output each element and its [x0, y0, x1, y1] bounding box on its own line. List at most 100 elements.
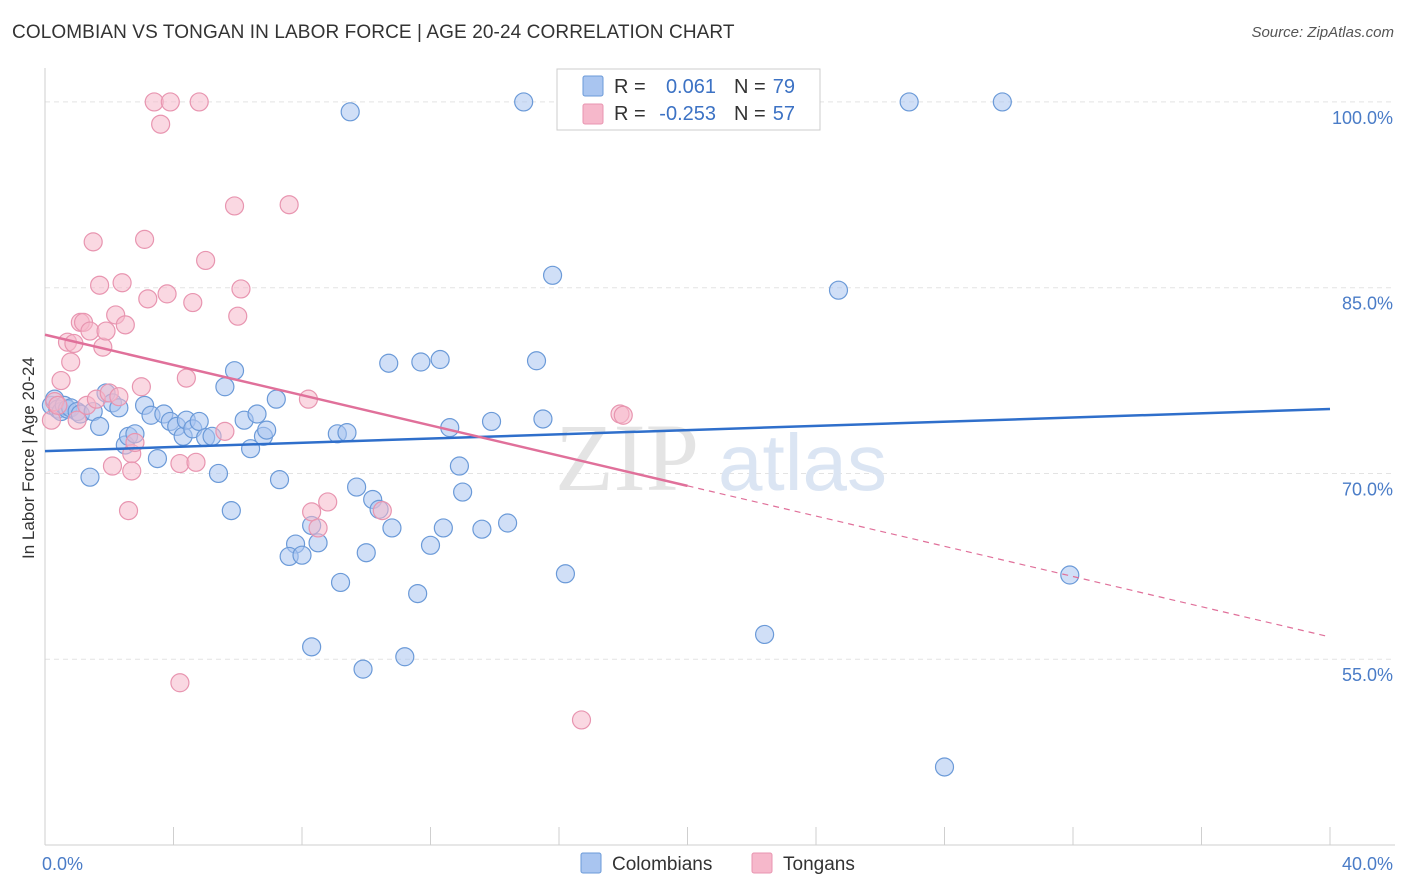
series-tongans-points	[41, 92, 633, 730]
tongan-point-49	[318, 492, 338, 512]
x-tick-label-1: 40.0%	[1342, 854, 1393, 874]
tongan-point-47	[302, 502, 322, 522]
colombian-point-61	[420, 535, 441, 555]
colombian-point-79	[934, 757, 955, 777]
colombian-point-80	[992, 92, 1012, 112]
tongan-point-37	[183, 292, 203, 313]
legend-n-label-1: N =	[734, 76, 766, 98]
axes	[44, 68, 1395, 846]
colombian-point-77	[828, 280, 849, 300]
tongan-point-25	[122, 461, 142, 481]
colombian-point-69	[498, 513, 518, 533]
tongan-point-40	[196, 250, 216, 271]
tongan-point-12	[83, 232, 103, 252]
colombian-point-76	[754, 624, 775, 645]
tongan-point-45	[279, 195, 299, 215]
tongan-point-7	[67, 410, 87, 430]
tongan-point-35	[170, 673, 190, 693]
y-axis-label: In Labor Force | Age 20-24	[19, 357, 38, 559]
y-tick-label-1: 70.0%	[1342, 479, 1393, 499]
tongan-point-28	[134, 229, 155, 249]
tongan-point-27	[131, 377, 151, 397]
colombian-point-27	[189, 411, 209, 432]
colombian-point-78	[899, 92, 919, 112]
tongan-point-34	[170, 453, 190, 474]
colombian-point-31	[215, 377, 235, 397]
colombian-point-58	[395, 647, 415, 667]
colombian-point-67	[472, 519, 492, 539]
colombian-point-66	[453, 482, 473, 502]
colombian-trendline	[44, 407, 1331, 453]
colombian-point-30	[208, 463, 229, 484]
colombian-point-49	[337, 422, 357, 443]
chart-title: COLOMBIAN VS TONGAN IN LABOR FORCE | AGE…	[12, 22, 735, 43]
tongan-point-11	[80, 321, 100, 341]
tongan-point-32	[157, 284, 177, 304]
colombian-point-68	[481, 411, 502, 432]
y-tick-label-2: 85.0%	[1342, 294, 1393, 314]
colombian-point-45	[302, 637, 322, 657]
colombian-point-43	[292, 545, 312, 565]
tongan-point-20	[109, 387, 129, 407]
bottom-legend-swatch-tongans	[751, 852, 773, 874]
source-credit: Source: ZipAtlas.com	[1251, 24, 1394, 41]
colombian-point-53	[356, 543, 376, 563]
colombian-point-56	[379, 353, 399, 373]
grid-lines	[45, 101, 1395, 660]
colombian-point-32	[221, 501, 241, 521]
watermark: ZIP atlas	[555, 404, 887, 511]
colombian-point-11	[90, 416, 110, 436]
legend-n-label-2: N =	[734, 103, 766, 125]
legend-r-label-2: R =	[614, 103, 646, 125]
x-tick-label-0: 0.0%	[42, 854, 83, 874]
tongan-point-42	[224, 196, 245, 216]
tongan-point-18	[102, 456, 123, 476]
legend-r-value-tongans: -0.253	[659, 103, 716, 125]
tongan-point-38	[189, 92, 209, 112]
y-tick-label-0: 55.0%	[1342, 665, 1393, 685]
tongan-point-39	[186, 452, 206, 472]
tongan-point-44	[231, 279, 251, 299]
colombian-point-62	[430, 349, 450, 370]
bottom-legend: Colombians Tongans	[580, 852, 855, 875]
bottom-legend-label-tongans: Tongans	[783, 854, 855, 875]
tongan-point-22	[115, 315, 135, 335]
colombian-point-40	[269, 470, 290, 490]
colombian-point-71	[526, 351, 547, 371]
y-tick-labels: 55.0% 70.0% 85.0% 100.0%	[1332, 108, 1393, 685]
colombian-point-72	[533, 409, 553, 429]
colombian-point-51	[347, 477, 367, 497]
bottom-legend-swatch-colombians	[580, 852, 602, 874]
colombian-point-36	[247, 404, 267, 424]
colombian-point-20	[147, 449, 168, 469]
tongan-point-5	[61, 352, 81, 372]
tongan-point-16	[96, 321, 116, 341]
colombian-point-52	[353, 659, 373, 679]
tongan-point-3	[51, 370, 71, 391]
colombian-point-57	[382, 518, 402, 538]
colombian-point-39	[266, 389, 286, 409]
legend-box: R = 0.061 N = 79 R = -0.253 N = 57	[556, 68, 821, 131]
legend-n-value-colombians: 79	[773, 76, 795, 98]
colombian-point-59	[408, 583, 428, 604]
colombian-point-81	[1060, 565, 1080, 585]
legend-n-value-tongans: 57	[773, 103, 795, 125]
tongan-point-51	[571, 710, 592, 730]
bottom-legend-label-colombians: Colombians	[612, 854, 712, 875]
tongan-point-41	[215, 421, 235, 441]
colombian-point-73	[542, 265, 563, 285]
colombian-point-48	[330, 572, 351, 593]
tongan-point-31	[151, 114, 171, 134]
colombian-point-63	[433, 518, 453, 538]
trendlines	[44, 333, 1331, 638]
legend-swatch-tongans	[582, 103, 604, 125]
legend-r-label-1: R =	[614, 76, 646, 98]
tongan-point-21	[112, 273, 132, 293]
tongan-point-48	[308, 518, 328, 538]
colombian-point-70	[514, 92, 534, 112]
tongan-point-14	[90, 275, 110, 295]
tongan-point-36	[176, 368, 196, 388]
tongan-trendline-extension	[687, 485, 1331, 638]
tongan-point-30	[144, 92, 164, 112]
